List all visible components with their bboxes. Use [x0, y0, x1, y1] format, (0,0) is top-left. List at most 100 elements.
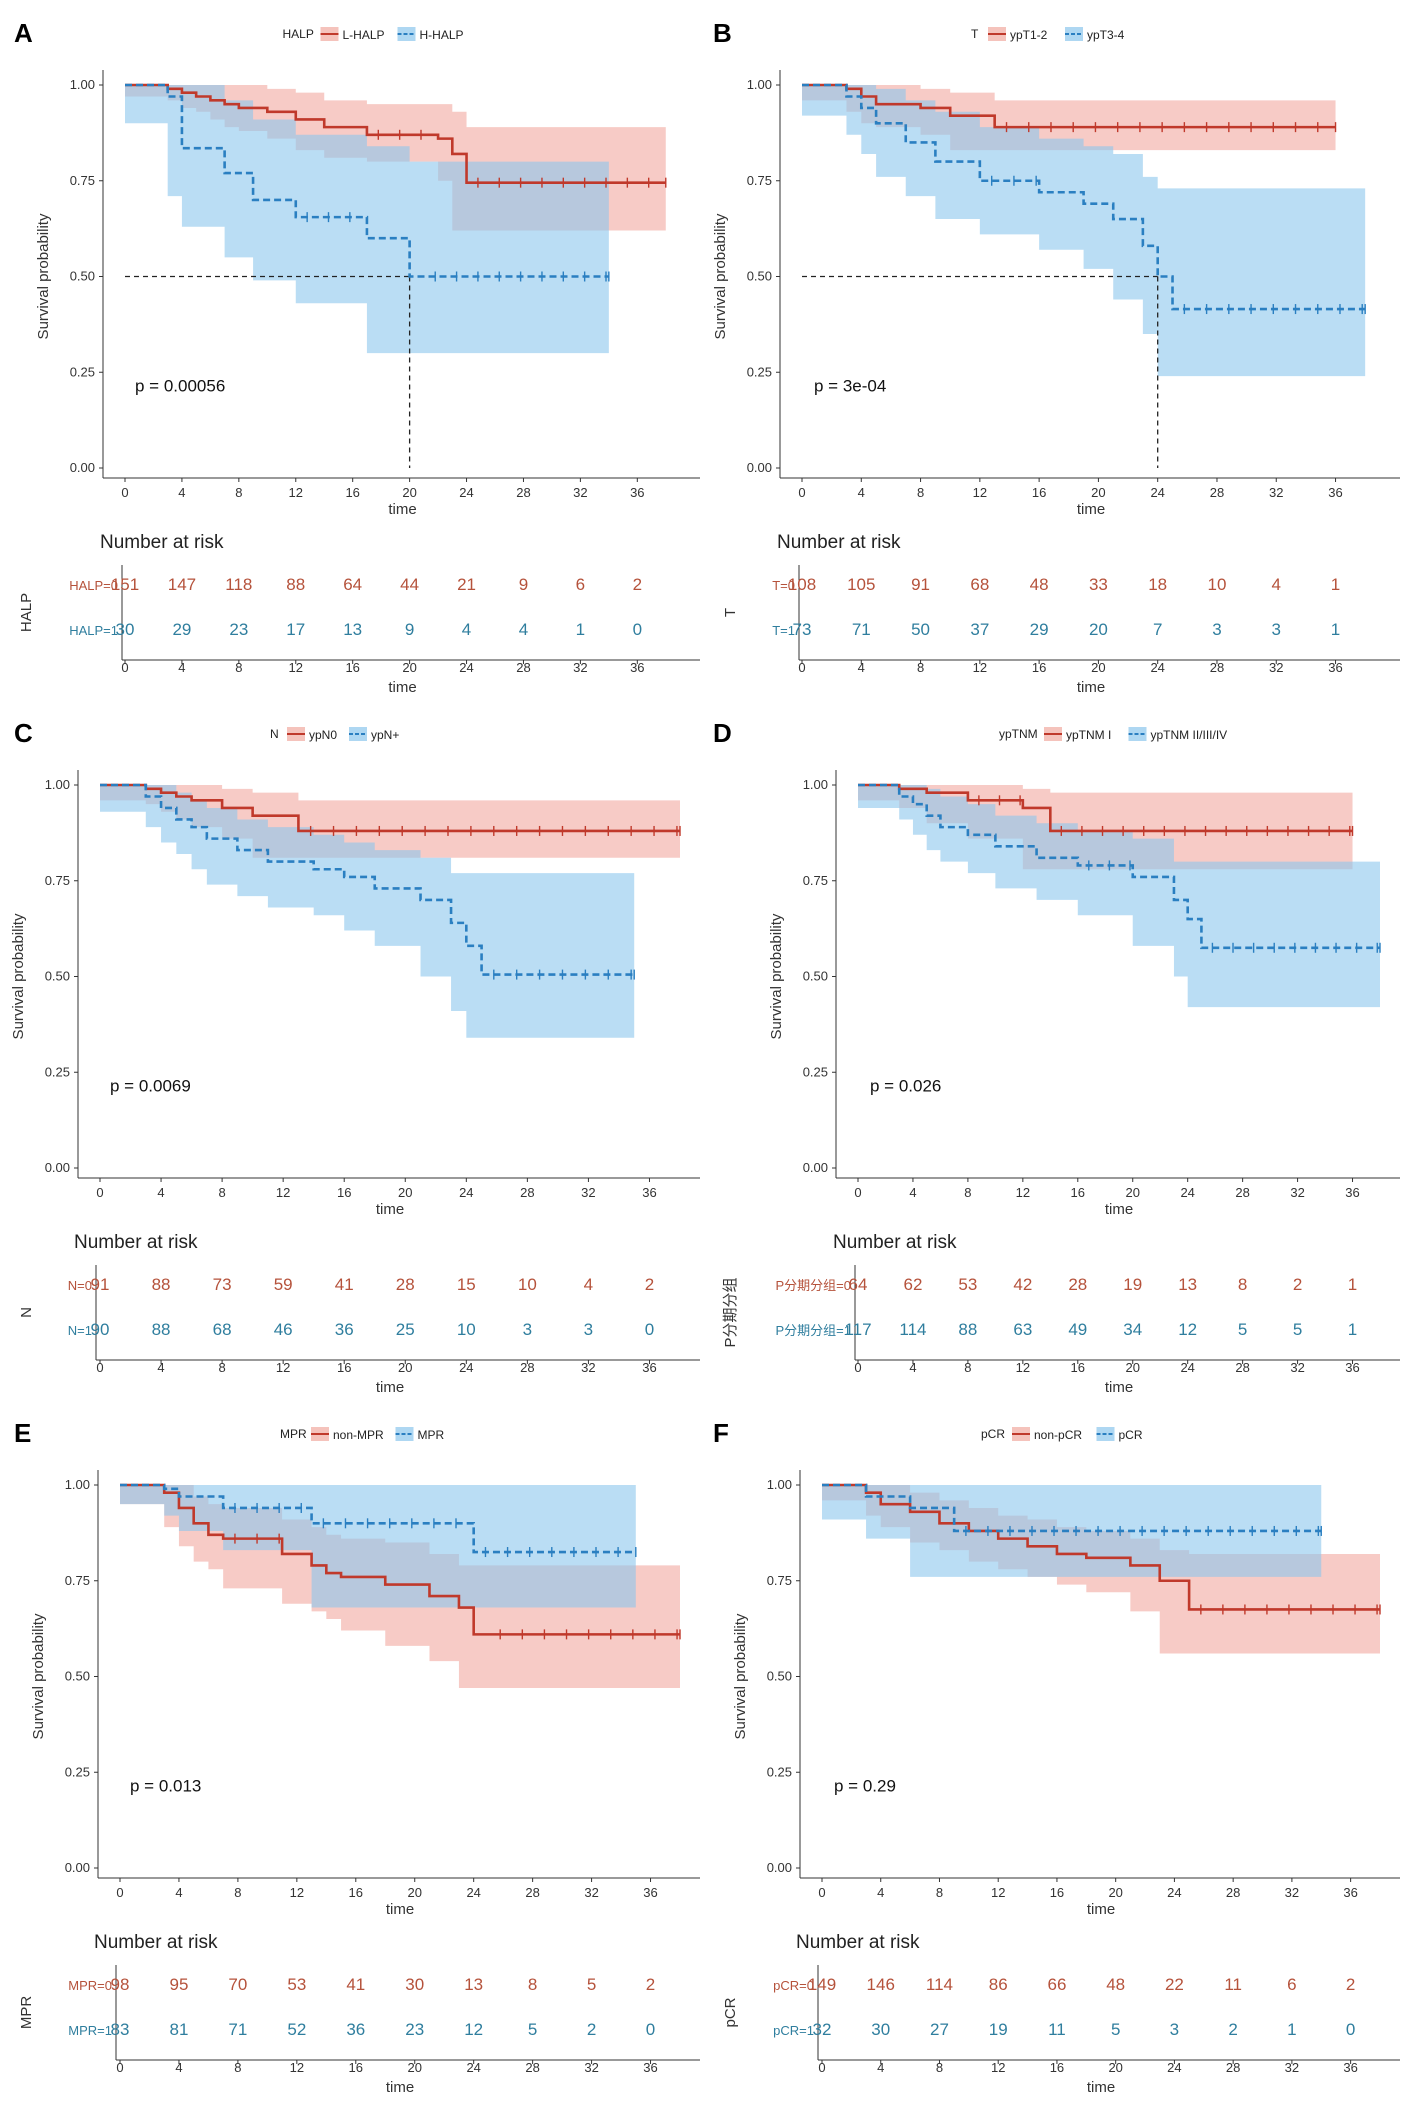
risk-count: 4: [1272, 575, 1281, 594]
risk-x-tick-label: 28: [516, 660, 530, 675]
y-tick-label: 0.25: [747, 364, 772, 379]
x-tick-label: 16: [1032, 485, 1046, 500]
x-tick-label: 20: [1108, 1885, 1122, 1900]
risk-x-tick-label: 8: [936, 2060, 943, 2075]
survival-curve-non-mpr: [120, 1483, 680, 1636]
risk-x-tick-label: 32: [573, 660, 587, 675]
risk-x-axis-label: time: [1087, 2079, 1115, 2096]
risk-row-label: T=1: [772, 623, 795, 638]
x-tick-label: 0: [798, 485, 805, 500]
ci-band-ypt3-4: [802, 85, 1366, 377]
x-tick-label: 12: [289, 485, 303, 500]
risk-row-label: T=0: [772, 578, 795, 593]
risk-count: 18: [1148, 575, 1167, 594]
x-tick-label: 0: [121, 485, 128, 500]
risk-count: 3: [1170, 2020, 1179, 2039]
risk-count: 5: [1293, 1320, 1302, 1339]
risk-strata-label: HALP: [18, 593, 35, 632]
risk-count: 34: [1123, 1320, 1142, 1339]
risk-count: 13: [464, 1975, 483, 1994]
risk-count: 151: [111, 575, 139, 594]
risk-count: 13: [343, 620, 362, 639]
survival-curve-ypn-: [100, 783, 635, 976]
legend-label: pCR: [1119, 1428, 1143, 1442]
risk-x-tick-label: 36: [642, 1360, 656, 1375]
legend-title: pCR: [981, 1427, 1005, 1441]
x-tick-label: 4: [858, 485, 865, 500]
x-tick-label: 0: [854, 1185, 861, 1200]
y-tick-label: 0.00: [803, 1160, 828, 1175]
risk-x-tick-label: 32: [1269, 660, 1283, 675]
x-tick-label: 0: [818, 1885, 825, 1900]
risk-count: 2: [1228, 2020, 1237, 2039]
y-axis-label: Survival probability: [732, 1613, 749, 1739]
legend: pCR non-pCR pCR: [981, 1427, 1143, 1442]
risk-count: 10: [518, 1275, 537, 1294]
x-tick-label: 28: [1226, 1885, 1240, 1900]
survival-curve-mpr: [120, 1483, 636, 1554]
risk-x-tick-label: 24: [1180, 1360, 1194, 1375]
x-tick-label: 24: [466, 1885, 480, 1900]
x-tick-label: 8: [234, 1885, 241, 1900]
risk-x-tick-label: 0: [798, 660, 805, 675]
risk-x-tick-label: 36: [643, 2060, 657, 2075]
risk-count: 0: [645, 1320, 654, 1339]
risk-count: 3: [1272, 620, 1281, 639]
x-tick-label: 4: [909, 1185, 916, 1200]
p-value: p = 3e-04: [814, 376, 886, 395]
risk-x-tick-label: 0: [854, 1360, 861, 1375]
risk-count: 8: [528, 1975, 537, 1994]
risk-x-tick-label: 12: [276, 1360, 290, 1375]
y-tick-label: 0.00: [767, 1860, 792, 1875]
risk-count: 147: [168, 575, 196, 594]
risk-count: 19: [989, 2020, 1008, 2039]
risk-count: 19: [1123, 1275, 1142, 1294]
x-tick-label: 20: [408, 1885, 422, 1900]
risk-count: 36: [346, 2020, 365, 2039]
survival-curve-yptnm-ii-iii-iv: [858, 783, 1380, 950]
y-tick-label: 1.00: [65, 1477, 90, 1492]
panel-letter: B: [713, 18, 732, 48]
risk-count: 73: [213, 1275, 232, 1294]
risk-row-label: MPR=0: [68, 1978, 112, 1993]
y-tick-label: 0.75: [747, 173, 772, 188]
risk-row-label: HALP=1: [69, 623, 118, 638]
risk-count: 7: [1153, 620, 1162, 639]
x-tick-label: 4: [877, 1885, 884, 1900]
p-value: p = 0.29: [834, 1776, 896, 1795]
panel-letter: D: [713, 718, 732, 748]
x-tick-label: 24: [1180, 1185, 1194, 1200]
x-tick-label: 24: [1167, 1885, 1181, 1900]
risk-x-tick-label: 20: [1108, 2060, 1122, 2075]
risk-x-tick-label: 32: [1290, 1360, 1304, 1375]
risk-count: 66: [1047, 1975, 1066, 1994]
legend-title: ypTNM: [999, 727, 1038, 741]
risk-count: 49: [1068, 1320, 1087, 1339]
risk-count: 4: [519, 620, 528, 639]
risk-x-axis-label: time: [386, 2079, 414, 2096]
risk-count: 62: [903, 1275, 922, 1294]
risk-count: 64: [849, 1275, 868, 1294]
x-tick-label: 28: [1235, 1185, 1249, 1200]
risk-count: 3: [1212, 620, 1221, 639]
risk-count: 4: [584, 1275, 593, 1294]
risk-strata-label: MPR: [18, 1996, 35, 2030]
risk-count: 0: [633, 620, 642, 639]
x-tick-label: 36: [630, 485, 644, 500]
legend-label: ypN+: [371, 728, 399, 742]
risk-count: 146: [867, 1975, 895, 1994]
x-tick-label: 32: [584, 1885, 598, 1900]
ci-band-ypn0: [100, 785, 680, 858]
x-tick-label: 28: [525, 1885, 539, 1900]
risk-x-tick-label: 36: [630, 660, 644, 675]
x-tick-label: 0: [96, 1185, 103, 1200]
legend-label: ypN0: [309, 728, 337, 742]
y-tick-label: 0.75: [65, 1573, 90, 1588]
risk-x-tick-label: 32: [1285, 2060, 1299, 2075]
risk-table-title: Number at risk: [74, 1232, 198, 1253]
x-axis-label: time: [1105, 1201, 1133, 1218]
risk-count: 91: [911, 575, 930, 594]
risk-count: 88: [286, 575, 305, 594]
